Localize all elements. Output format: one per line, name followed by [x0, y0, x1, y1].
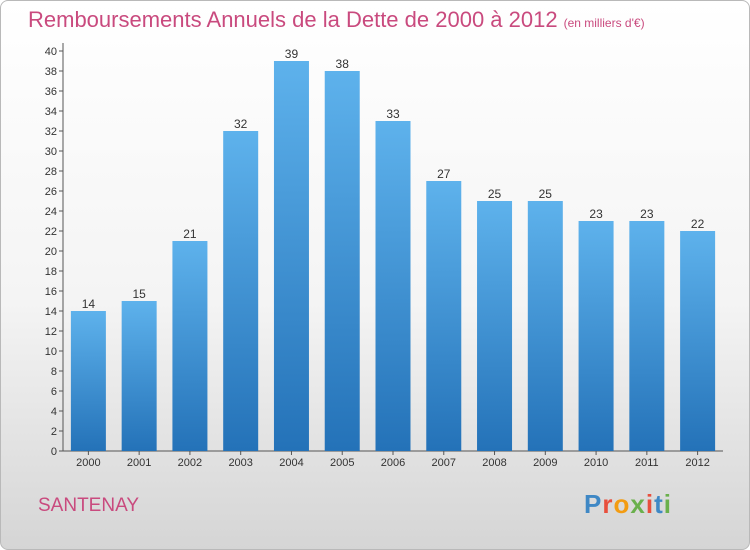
x-tick-label: 2006	[381, 457, 405, 469]
bar	[578, 221, 614, 451]
bar	[477, 201, 513, 451]
logo-letter: P	[584, 489, 603, 519]
y-tick-label: 2	[51, 426, 57, 438]
bar-value-label: 27	[437, 167, 451, 181]
y-tick-label: 40	[45, 46, 57, 58]
y-tick-label: 26	[45, 186, 57, 198]
x-tick-label: 2004	[279, 457, 303, 469]
y-tick-label: 36	[45, 86, 57, 98]
chart-title: Remboursements Annuels de la Dette de 20…	[28, 7, 645, 33]
logo-letter: x	[630, 489, 646, 519]
bar-value-label: 23	[589, 207, 603, 221]
bar-value-label: 14	[82, 297, 96, 311]
bar	[629, 221, 665, 451]
bar-value-label: 33	[386, 107, 400, 121]
bar-value-label: 38	[336, 57, 350, 71]
bar-value-label: 25	[488, 187, 502, 201]
bar-value-label: 39	[285, 47, 299, 61]
bar-value-label: 21	[183, 227, 197, 241]
bar	[121, 301, 157, 451]
title-main: Remboursements Annuels de la Dette de 20…	[28, 7, 558, 32]
bar	[273, 61, 309, 451]
y-tick-label: 16	[45, 286, 57, 298]
y-tick-label: 38	[45, 66, 57, 78]
y-tick-label: 24	[45, 206, 57, 218]
title-unit: (en milliers d'€)	[563, 16, 645, 30]
bar-value-label: 15	[132, 287, 146, 301]
y-tick-label: 22	[45, 226, 57, 238]
y-tick-label: 10	[45, 346, 57, 358]
y-tick-label: 8	[51, 366, 57, 378]
y-tick-label: 12	[45, 326, 57, 338]
y-tick-label: 32	[45, 126, 57, 138]
x-tick-label: 2002	[178, 457, 202, 469]
x-tick-label: 2009	[533, 457, 557, 469]
bar	[324, 71, 360, 451]
y-tick-label: 14	[45, 306, 57, 318]
y-tick-label: 30	[45, 146, 57, 158]
x-tick-label: 2010	[584, 457, 608, 469]
bar	[70, 311, 106, 451]
bar	[527, 201, 563, 451]
logo-letter: t	[654, 489, 664, 519]
x-tick-label: 2003	[228, 457, 252, 469]
bar-value-label: 22	[691, 217, 705, 231]
y-tick-label: 18	[45, 266, 57, 278]
proxiti-logo: Proxiti	[584, 489, 672, 520]
bar	[223, 131, 259, 451]
logo-letter: i	[663, 489, 672, 519]
y-tick-label: 4	[51, 406, 57, 418]
bar	[426, 181, 462, 451]
x-tick-label: 2008	[482, 457, 506, 469]
y-tick-label: 28	[45, 166, 57, 178]
y-tick-label: 20	[45, 246, 57, 258]
bar-value-label: 25	[539, 187, 553, 201]
y-tick-label: 34	[45, 106, 57, 118]
bar	[172, 241, 208, 451]
bar	[680, 231, 716, 451]
city-name: SANTENAY	[38, 495, 140, 516]
x-tick-label: 2011	[635, 457, 659, 469]
logo-letter: o	[613, 489, 631, 519]
logo-letter: i	[645, 489, 655, 519]
y-tick-label: 6	[51, 386, 57, 398]
bar	[375, 121, 411, 451]
x-tick-label: 2005	[330, 457, 354, 469]
x-tick-label: 2012	[685, 457, 709, 469]
x-tick-label: 2007	[432, 457, 456, 469]
y-tick-label: 0	[51, 446, 57, 458]
bar-value-label: 23	[640, 207, 654, 221]
logo-letter: r	[602, 489, 614, 519]
x-tick-label: 2000	[76, 457, 100, 469]
x-tick-label: 2001	[127, 457, 151, 469]
bar-value-label: 32	[234, 117, 248, 131]
